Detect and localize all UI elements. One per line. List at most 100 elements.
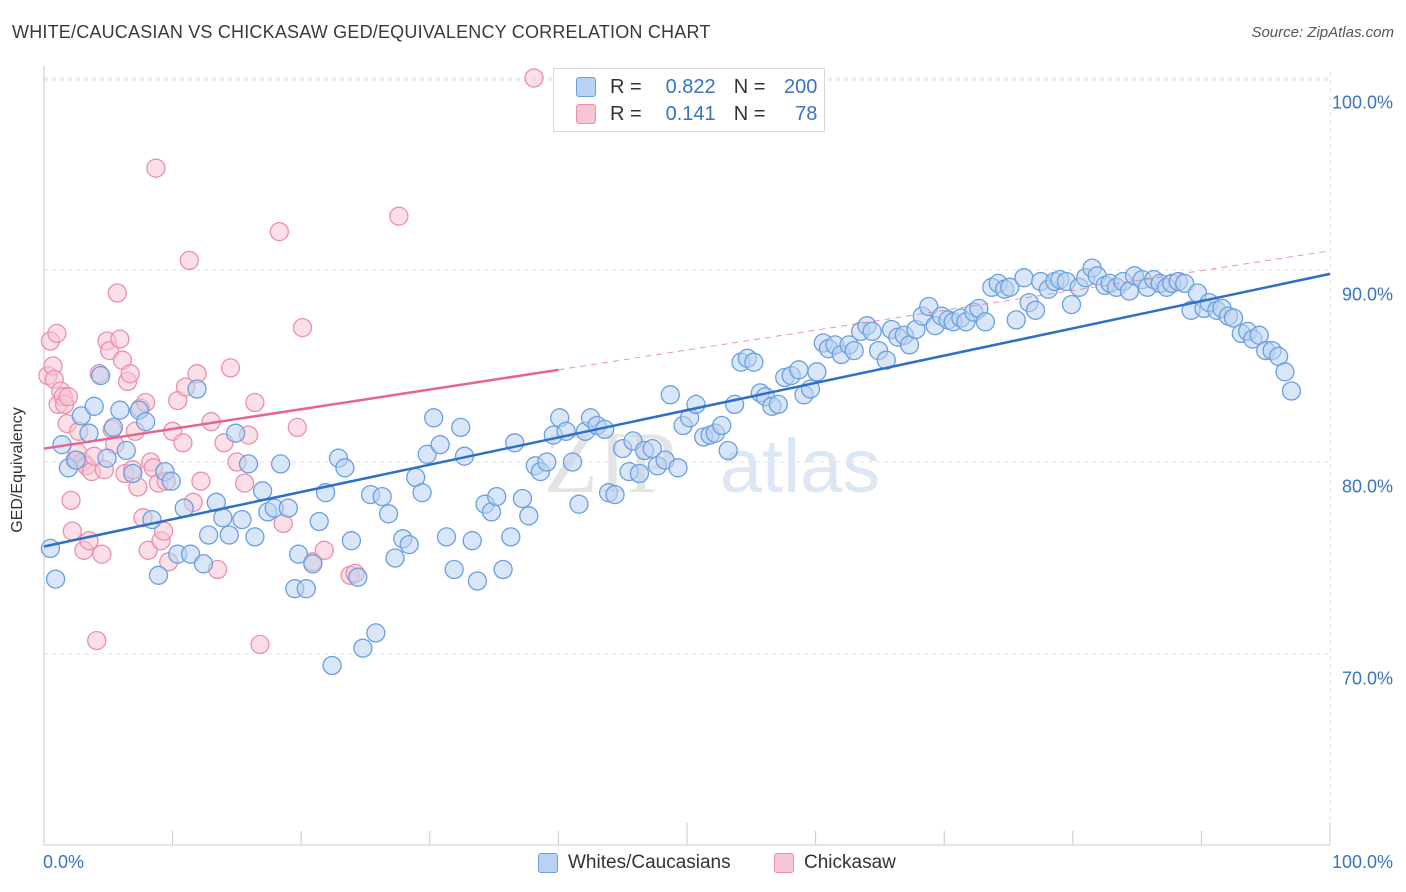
whites-point bbox=[807, 362, 827, 382]
whites-point bbox=[1275, 362, 1295, 382]
whites-point bbox=[341, 531, 362, 551]
chickasaw-point bbox=[110, 329, 130, 349]
whites-point bbox=[116, 440, 136, 461]
chart-title: WHITE/CAUCASIAN VS CHICKASAW GED/EQUIVAL… bbox=[12, 22, 711, 42]
watermark-atlas: atlas bbox=[720, 424, 881, 509]
whites-point bbox=[353, 638, 373, 658]
whites-point bbox=[876, 350, 896, 370]
whites-point bbox=[288, 544, 309, 564]
whites-point bbox=[462, 531, 482, 551]
whites-point bbox=[451, 417, 471, 438]
whites-point bbox=[335, 458, 355, 478]
whites-point bbox=[225, 423, 246, 443]
stats-legend-row-whites: R = 0.822 N = 200 bbox=[576, 75, 817, 99]
whites-point bbox=[1281, 381, 1302, 401]
whites-point bbox=[642, 438, 662, 459]
trend-line-chickasaw bbox=[43, 368, 559, 450]
whites-point bbox=[270, 454, 291, 474]
y-tick-label: 80.0% bbox=[1341, 476, 1393, 497]
whites-point bbox=[1175, 273, 1195, 294]
source-credit: Source: ZipAtlas.com bbox=[1251, 24, 1394, 41]
trend-line-whites bbox=[43, 272, 1331, 548]
whites-point bbox=[71, 406, 91, 426]
whites-point bbox=[322, 655, 342, 676]
whites-point bbox=[97, 448, 117, 468]
whites-point bbox=[424, 408, 444, 428]
whites-point bbox=[198, 525, 219, 545]
whites-point bbox=[436, 527, 457, 547]
series-legend: Whites/Caucasians Chickasaw bbox=[0, 852, 1406, 878]
stats-legend: R = 0.822 N = 200 R = 0.141 N = 78 bbox=[553, 68, 825, 132]
chickasaw-point bbox=[234, 473, 255, 493]
n-label: N = bbox=[733, 75, 766, 98]
whites-point bbox=[385, 548, 405, 568]
chickasaw-point bbox=[107, 283, 127, 303]
legend-item-chickasaw: Chickasaw bbox=[774, 852, 896, 874]
chickasaw-point bbox=[173, 433, 193, 453]
chickasaw-point bbox=[389, 206, 409, 226]
whites-point bbox=[919, 296, 939, 317]
whites-point bbox=[444, 559, 464, 580]
whites-point bbox=[296, 579, 316, 599]
whites-point bbox=[1014, 268, 1034, 288]
chickasaw-point bbox=[47, 323, 67, 344]
chickasaw-point bbox=[138, 540, 158, 560]
whites-point bbox=[103, 417, 124, 438]
whites-point bbox=[660, 385, 680, 405]
whites-point bbox=[309, 511, 329, 532]
whites-point bbox=[501, 527, 521, 547]
whites-point bbox=[245, 527, 265, 547]
legend-swatch-pink bbox=[576, 104, 596, 124]
whites-point bbox=[519, 506, 539, 526]
chickasaw-point bbox=[292, 317, 313, 338]
whites-point bbox=[718, 440, 738, 461]
chickasaw-point bbox=[120, 364, 140, 384]
whites-point bbox=[569, 494, 589, 514]
whites-point bbox=[862, 321, 882, 342]
whites-point bbox=[213, 508, 233, 528]
whites-point bbox=[712, 415, 732, 436]
whites-point bbox=[148, 565, 169, 585]
whites-point bbox=[90, 365, 111, 386]
whites-point bbox=[187, 379, 207, 399]
whites-point bbox=[278, 498, 298, 518]
whites-point bbox=[84, 396, 104, 416]
x-tick-label-min: 0.0% bbox=[43, 852, 85, 872]
whites-point bbox=[193, 554, 214, 574]
whites-point bbox=[180, 544, 201, 564]
chickasaw-point bbox=[179, 250, 199, 271]
r-label: R = bbox=[610, 102, 642, 125]
chickasaw-point bbox=[269, 221, 289, 242]
n-label: N = bbox=[733, 102, 766, 125]
whites-point bbox=[232, 509, 252, 530]
whites-point bbox=[768, 394, 788, 415]
chickasaw-point bbox=[245, 392, 265, 413]
whites-point bbox=[467, 571, 488, 591]
whites-point bbox=[493, 559, 513, 580]
whites-point bbox=[348, 567, 368, 587]
whites-point bbox=[744, 352, 764, 372]
chickasaw-point bbox=[146, 158, 166, 178]
whites-point bbox=[1223, 308, 1244, 328]
legend-swatch-blue bbox=[576, 77, 596, 97]
whites-point bbox=[66, 450, 86, 470]
whites-point bbox=[219, 525, 239, 545]
whites-point bbox=[629, 463, 650, 484]
chickasaw-point bbox=[87, 630, 107, 651]
whites-point bbox=[487, 486, 507, 507]
whites-point bbox=[110, 400, 130, 420]
whites-point bbox=[161, 471, 181, 491]
whites-point bbox=[844, 340, 864, 361]
whites-point bbox=[45, 569, 66, 589]
x-tick-label-max: 100.0% bbox=[1331, 852, 1393, 872]
stats-legend-row-chickasaw: R = 0.141 N = 78 bbox=[576, 102, 817, 126]
whites-point bbox=[303, 554, 323, 574]
whites-point bbox=[40, 538, 61, 559]
whites-point bbox=[512, 488, 533, 509]
chickasaw-point bbox=[61, 490, 81, 511]
whites-point bbox=[1006, 310, 1026, 330]
whites-point bbox=[417, 444, 437, 464]
whites-point bbox=[372, 486, 392, 507]
whites-point bbox=[975, 312, 996, 332]
